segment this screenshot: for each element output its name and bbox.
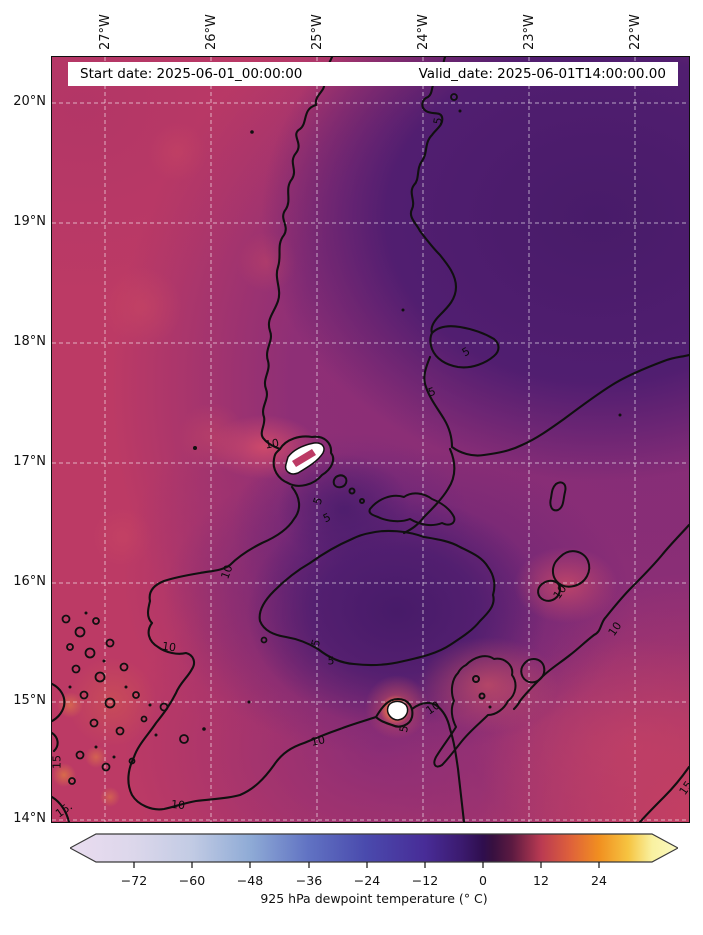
x-tick-label-26w: 26°W bbox=[204, 14, 219, 50]
colorbar-tick-label: −36 bbox=[295, 873, 323, 888]
colorbar-ticks bbox=[133, 862, 600, 868]
colorbar-tick-label: 12 bbox=[533, 873, 549, 888]
colorbar-tick-label: −12 bbox=[411, 873, 439, 888]
contour-5-east bbox=[409, 57, 689, 457]
start-date-text: Start date: 2025-06-01_00:00:00 bbox=[80, 66, 303, 82]
island-maio bbox=[520, 658, 546, 684]
contour-label: 10 bbox=[170, 797, 186, 813]
x-tick-label-22w: 22°W bbox=[628, 14, 643, 50]
y-tick-label-19n: 19°N bbox=[13, 214, 46, 229]
graticule bbox=[52, 57, 689, 822]
colorbar-tick-label: −72 bbox=[120, 873, 148, 888]
colorbar-tick-label: −60 bbox=[178, 873, 206, 888]
contour-label: 15 bbox=[51, 755, 64, 769]
y-tick-label-14n: 14°N bbox=[13, 811, 46, 826]
island-sao-nicolau bbox=[368, 492, 456, 527]
map-panel: Start date: 2025-06-01_00:00:00 Valid_da… bbox=[51, 56, 690, 823]
mask-santo-antao-notch bbox=[292, 449, 316, 467]
colorbar: −72 −60 −48 −36 −24 −12 0 12 24 925 hPa … bbox=[68, 833, 680, 913]
colorbar-tick-label: −48 bbox=[236, 873, 264, 888]
island-santiago bbox=[433, 655, 517, 768]
contour-10-south bbox=[127, 485, 466, 822]
contour-label: 10 bbox=[161, 639, 177, 655]
map-title-bar: Start date: 2025-06-01_00:00:00 Valid_da… bbox=[68, 62, 678, 86]
y-tick-label-20n: 20°N bbox=[13, 94, 46, 109]
contour-10-north bbox=[260, 57, 334, 451]
colorbar-tick-label: 24 bbox=[591, 873, 607, 888]
contour-ring-santo-antao bbox=[272, 435, 335, 487]
colorbar-bar bbox=[68, 833, 680, 863]
colorbar-svg bbox=[68, 833, 680, 868]
contour-5-central-blob bbox=[258, 529, 496, 667]
contour-15-corner bbox=[638, 765, 689, 822]
contour-label: 5 bbox=[327, 654, 335, 668]
contour-label: 10 bbox=[309, 733, 327, 749]
y-tick-label-17n: 17°N bbox=[13, 454, 46, 469]
mask-fogo bbox=[386, 700, 409, 721]
valid-date-text: Valid_date: 2025-06-01T14:00:00.00 bbox=[418, 66, 666, 82]
island-boa-vista-2 bbox=[537, 579, 561, 602]
speckle-dots bbox=[68, 109, 622, 759]
x-tick-label-23w: 23°W bbox=[522, 14, 537, 50]
island-boa-vista bbox=[551, 550, 591, 588]
island-outlines bbox=[332, 474, 591, 768]
contour-10-diagonal bbox=[512, 523, 689, 711]
map-overlay-svg bbox=[52, 57, 689, 822]
y-tick-label-15n: 15°N bbox=[13, 693, 46, 708]
y-tick-label-18n: 18°N bbox=[13, 334, 46, 349]
x-tick-label-25w: 25°W bbox=[310, 14, 325, 50]
x-tick-label-27w: 27°W bbox=[98, 14, 113, 50]
colorbar-axis-label: 925 hPa dewpoint temperature (° C) bbox=[260, 891, 488, 906]
x-tick-label-24w: 24°W bbox=[416, 14, 431, 50]
island-sal bbox=[549, 481, 567, 512]
contour-lines bbox=[52, 57, 689, 822]
contour-5-neck bbox=[402, 447, 456, 535]
contour-15-west bbox=[52, 682, 71, 822]
colorbar-tick-label: −24 bbox=[353, 873, 381, 888]
contour-label: 10 bbox=[263, 436, 281, 452]
y-tick-label-16n: 16°N bbox=[13, 574, 46, 589]
speckle-contours bbox=[61, 93, 458, 785]
island-sao-vicente bbox=[332, 474, 348, 489]
colorbar-tick-label: 0 bbox=[479, 873, 487, 888]
